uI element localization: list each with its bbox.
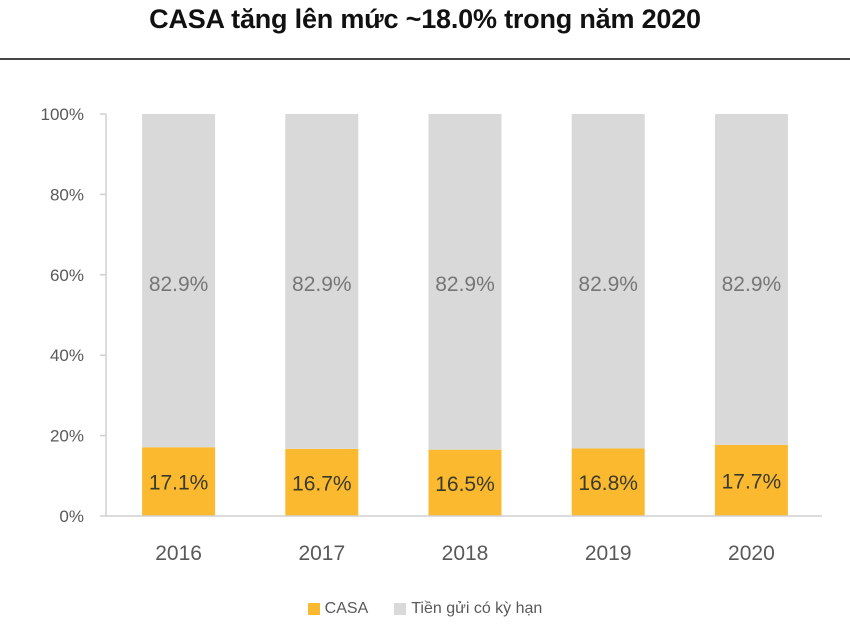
legend-label-term-deposit: Tiền gửi có kỳ hạn [411, 600, 543, 617]
bars: 17.1% 82.9% 16.7% 82.9% 16.5% 82.9% 16.8% 82.9%… [142, 114, 788, 516]
bar-casa [428, 449, 502, 516]
bar-term-deposit [285, 114, 359, 449]
legend: CASA Tiền gửi có kỳ hạn [0, 600, 850, 618]
data-label-casa: 16.5% [435, 473, 495, 496]
data-label-term-deposit: 82.9% [149, 273, 209, 296]
chart-title: CASA tăng lên mức ~18.0% trong năm 2020 [149, 4, 701, 34]
data-label-term-deposit: 82.9% [722, 273, 782, 296]
y-tick-label: 100% [41, 105, 84, 124]
x-axis: 2016 2017 2018 2019 2020 [106, 515, 822, 565]
bar-casa [571, 448, 645, 516]
bar-term-deposit [714, 114, 788, 445]
bar-casa [285, 448, 359, 516]
data-label-casa: 17.7% [722, 470, 782, 493]
y-tick-label: 60% [50, 266, 84, 285]
bar-casa [714, 444, 788, 516]
bar-term-deposit [142, 114, 216, 448]
data-label-term-deposit: 82.9% [578, 273, 638, 296]
x-tick-label: 2017 [298, 542, 345, 565]
legend-swatch-casa [307, 603, 320, 615]
x-tick-label: 2016 [155, 542, 202, 565]
y-tick-label: 20% [50, 427, 84, 446]
data-label-term-deposit: 82.9% [435, 273, 495, 296]
data-label-casa: 16.8% [578, 472, 638, 495]
data-label-term-deposit: 82.9% [292, 273, 352, 296]
legend-item-term-deposit: Tiền gửi có kỳ hạn [394, 600, 542, 618]
data-label-casa: 17.1% [149, 472, 209, 495]
bar-casa [142, 447, 216, 516]
title-divider [0, 58, 850, 60]
legend-label-casa: CASA [324, 600, 369, 617]
x-tick-label: 2019 [585, 542, 632, 565]
y-axis: 0% 20% 40% 60% 80% 100% [41, 105, 107, 526]
y-tick-label: 80% [50, 185, 84, 204]
data-label-casa: 16.7% [292, 472, 352, 495]
bar-term-deposit [428, 114, 502, 450]
x-tick-label: 2018 [442, 542, 489, 565]
y-tick-label: 0% [59, 507, 84, 526]
legend-item-casa: CASA [307, 600, 369, 618]
y-tick-label: 40% [50, 346, 84, 365]
bar-term-deposit [571, 114, 645, 449]
x-tick-label: 2020 [728, 542, 775, 565]
legend-swatch-term-deposit [394, 603, 407, 615]
